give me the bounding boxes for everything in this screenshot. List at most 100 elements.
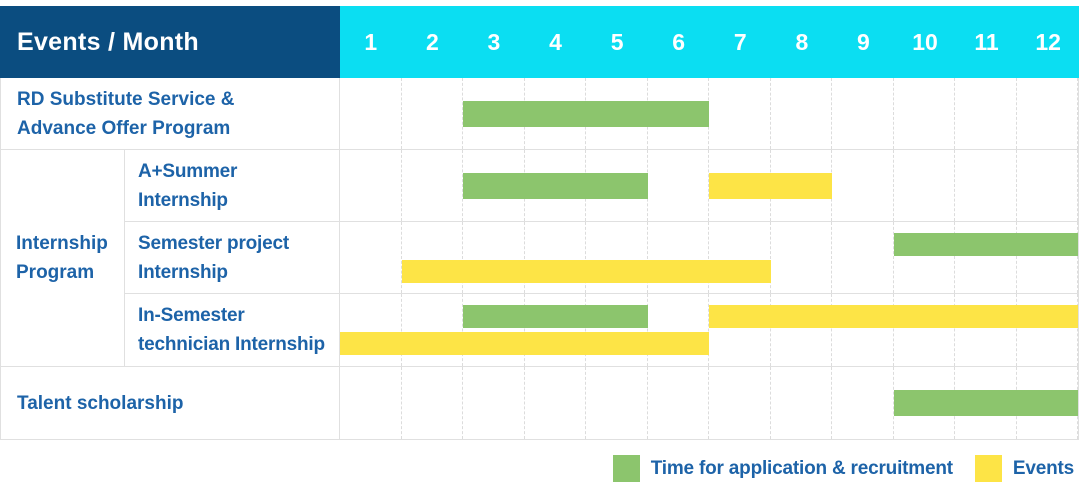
row-label-line: technician Internship [138, 334, 325, 355]
month-header-cell: 11 [974, 28, 999, 55]
month-grid-cell [832, 222, 894, 293]
month-grid-cell [894, 78, 955, 149]
month-grid-cell [832, 367, 894, 439]
month-grid-cell [832, 150, 894, 221]
month-grid-cell [525, 222, 586, 293]
table-subrow: In-Semester technician Internship [125, 294, 1078, 366]
month-grid-cell [648, 222, 709, 293]
month-grid-cell [771, 294, 832, 366]
month-grid-cell [648, 367, 709, 439]
row-label-line: Internship [138, 261, 228, 283]
month-header-cell: 9 [857, 28, 870, 55]
month-grid-area [340, 222, 1078, 293]
month-grid-cell [832, 294, 894, 366]
yellow-swatch-icon [974, 455, 1002, 482]
subrow-label: Semester project Internship [125, 222, 340, 293]
row-label-line: Advance Offer Program [17, 117, 231, 139]
month-grid-area [340, 367, 1078, 439]
gantt-bar-recruitment [463, 101, 709, 127]
month-grid-cell [955, 150, 1017, 221]
month-grid-cell [525, 367, 586, 439]
month-grid-cell [771, 222, 832, 293]
group-subrows: A+Summer Internship Semester project Intern… [125, 150, 1078, 366]
group-row: Internship Program A+Summer Internship Semes… [1, 150, 1078, 367]
month-grid-cell [402, 294, 463, 366]
month-grid-cell [709, 78, 771, 149]
gantt-table: Events / Month 1 2 3 4 5 6 7 8 9 10 11 12 RD Substi… [0, 6, 1079, 440]
green-swatch-icon [612, 455, 640, 482]
month-grid-cell [402, 150, 463, 221]
month-grid-cell [894, 222, 955, 293]
month-grid-cell [586, 294, 648, 366]
month-grid-cell [709, 222, 771, 293]
month-grid-cell [648, 294, 709, 366]
month-grid-cell [340, 150, 402, 221]
month-grid-cell [709, 294, 771, 366]
row-label-line: Internship [138, 189, 228, 211]
month-grid-area [340, 150, 1078, 221]
row-label-line: Internship [16, 233, 108, 254]
month-grid-cell [340, 367, 402, 439]
gantt-bar-events [401, 260, 771, 283]
month-grid-cell [586, 222, 648, 293]
subrow-label: A+Summer Internship [125, 150, 340, 221]
month-header-cell: 4 [549, 28, 562, 55]
month-grid-cell [894, 294, 955, 366]
month-grid-cell [1017, 150, 1078, 221]
month-header-cell: 6 [672, 28, 686, 55]
month-header-cell: 7 [733, 28, 747, 55]
month-grid-cell [648, 150, 709, 221]
month-header-cell: 10 [912, 28, 938, 55]
row-label-line: Talent scholarship [17, 392, 184, 414]
month-header-cell: 8 [795, 28, 809, 55]
month-grid-cell [1017, 78, 1078, 149]
row-label-line: RD Substitute Service & [17, 88, 235, 110]
month-header-cell: 3 [487, 28, 501, 55]
month-grid-cell [894, 150, 955, 221]
group-label: Internship Program [1, 150, 125, 366]
gantt-bar-events [340, 332, 709, 355]
month-grid-cell [771, 367, 832, 439]
row-label-line: A+Summer [138, 160, 238, 182]
month-grid-cell [402, 222, 463, 293]
table-body: RD Substitute Service & Advance Offer Pro… [0, 78, 1079, 440]
month-header-cell: 5 [610, 28, 624, 55]
month-grid-cell [1017, 294, 1078, 366]
legend-label-events: Events [1012, 457, 1074, 479]
row-label-line: Semester project [138, 232, 289, 254]
month-grid-cell [402, 367, 463, 439]
gantt-bar-recruitment [463, 305, 648, 328]
month-grid-cell [955, 78, 1017, 149]
month-grid-cell [463, 222, 525, 293]
gantt-bar-events [709, 173, 832, 199]
month-header-cell: 12 [1035, 28, 1061, 55]
month-grid-cell [340, 78, 402, 149]
table-header-row: Events / Month 1 2 3 4 5 6 7 8 9 10 11 12 [0, 6, 1079, 78]
month-grid-cell [340, 294, 402, 366]
legend-label-recruitment: Time for application & recruitment [650, 457, 953, 479]
legend-item-recruitment: Time for application & recruitment [612, 455, 953, 482]
row-label: Talent scholarship [1, 367, 340, 439]
gantt-bar-recruitment [893, 390, 1078, 416]
table-row: RD Substitute Service & Advance Offer Pro… [1, 78, 1078, 150]
row-label-line: In-Semester [138, 305, 245, 326]
subrow-label: In-Semester technician Internship [125, 294, 340, 366]
month-grid-cell [955, 294, 1017, 366]
month-grid-cell [771, 78, 832, 149]
month-grid-cell [525, 294, 586, 366]
legend-item-events: Events [974, 455, 1074, 482]
month-grid-cell [463, 367, 525, 439]
month-grid-area [340, 78, 1078, 149]
month-grid-cell [586, 367, 648, 439]
table-row: Talent scholarship [1, 367, 1078, 439]
month-grid-cell [402, 78, 463, 149]
row-label-line: Program [16, 262, 95, 283]
gantt-bar-recruitment [463, 173, 648, 199]
row-label: RD Substitute Service & Advance Offer Pro… [1, 78, 340, 149]
month-header-cell: 1 [364, 28, 378, 55]
month-grid-area [340, 294, 1078, 366]
month-header-cell: 2 [425, 28, 439, 55]
month-grid-cell [463, 294, 525, 366]
month-grid-cell [709, 367, 771, 439]
